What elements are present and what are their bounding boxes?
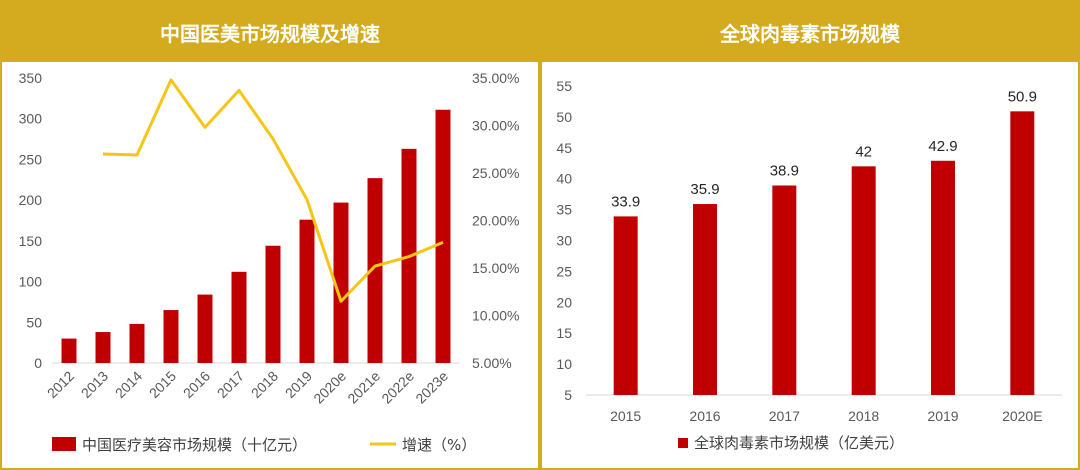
right-data-label-2019: 42.9 <box>928 138 957 155</box>
right-y-tick-5: 30 <box>556 233 572 249</box>
left-legend-bar-swatch <box>52 437 76 451</box>
right-x-tick-2019: 2019 <box>927 408 958 424</box>
left-bar-2018 <box>265 245 281 363</box>
right-x-tick-2016: 2016 <box>689 408 720 424</box>
left-x-tick-2015: 2015 <box>146 368 179 401</box>
right-x-tick-2015: 2015 <box>610 408 641 424</box>
left-y-tick-4: 200 <box>19 192 43 208</box>
right-y-tick-8: 45 <box>556 140 572 156</box>
left-y2-tick-0: 5.00% <box>472 355 512 371</box>
left-x-tick-2021e: 2021e <box>344 368 383 407</box>
right-data-label-2015: 33.9 <box>611 193 640 210</box>
right-bar-2019 <box>931 160 955 395</box>
right-y-tick-1: 10 <box>556 356 572 372</box>
left-x-tick-2022e: 2022e <box>378 368 417 407</box>
left-bar-2023e <box>435 109 451 363</box>
right-x-tick-2020E: 2020E <box>1002 408 1042 424</box>
right-y-tick-4: 25 <box>556 263 572 279</box>
right-bar-2018 <box>851 166 876 395</box>
right-chart-svg: 5 10 15 20 25 30 35 40 45 50 55 33.9 35.9 38.9 42 42.9 5… <box>556 78 1062 452</box>
left-bar-2015 <box>163 310 179 363</box>
left-y-tick-1: 50 <box>26 314 42 330</box>
left-y-tick-0: 0 <box>34 355 42 371</box>
left-bar-2021e <box>367 178 383 363</box>
left-y2-tick-1: 10.00% <box>472 308 519 324</box>
left-bar-2020e <box>333 202 349 363</box>
left-y-tick-5: 250 <box>19 151 43 167</box>
right-bar-2017 <box>772 185 797 395</box>
left-y2-tick-5: 30.00% <box>472 118 519 134</box>
left-x-tick-2016: 2016 <box>180 368 213 401</box>
left-growth-line <box>102 78 444 303</box>
left-y-tick-6: 300 <box>19 111 43 127</box>
left-bar-2019 <box>299 219 315 363</box>
left-x-tick-2013: 2013 <box>78 368 111 401</box>
right-y-tick-3: 20 <box>556 294 572 310</box>
right-y-tick-9: 50 <box>556 109 572 125</box>
left-legend-line-label: 增速（%） <box>402 436 476 454</box>
right-legend-label: 全球肉毒素市场规模（亿美元） <box>694 434 904 452</box>
left-bar-2016 <box>197 294 213 363</box>
right-data-label-2016: 35.9 <box>690 181 719 198</box>
left-chart-panel: 中国医美市场规模及增速 0 50 100 150 200 250 300 350 5.00% 10… <box>0 0 540 470</box>
left-y2-tick-3: 20.00% <box>472 213 519 229</box>
left-x-tick-2023e: 2023e <box>412 368 451 407</box>
left-x-tick-2012: 2012 <box>44 368 77 401</box>
right-bar-2015 <box>613 216 638 395</box>
right-y-tick-0: 5 <box>564 387 572 403</box>
right-y-tick-10: 55 <box>556 78 572 94</box>
right-y-tick-2: 15 <box>556 325 572 341</box>
left-y-tick-7: 350 <box>19 70 43 86</box>
right-y-tick-7: 40 <box>556 171 572 187</box>
right-bar-2016 <box>693 204 717 395</box>
left-y-tick-2: 100 <box>19 274 43 290</box>
right-x-tick-2018: 2018 <box>848 408 879 424</box>
right-data-label-2020E: 50.9 <box>1008 88 1037 105</box>
left-x-tick-2014: 2014 <box>112 368 145 401</box>
right-x-tick-2017: 2017 <box>769 408 800 424</box>
right-legend-swatch <box>678 438 688 448</box>
left-x-tick-2018: 2018 <box>248 368 281 401</box>
left-chart-title: 中国医美市场规模及增速 <box>2 2 538 62</box>
left-y-tick-3: 150 <box>19 233 43 249</box>
left-bar-2012 <box>61 338 77 363</box>
right-bar-2020E <box>1010 111 1035 395</box>
left-x-tick-2020e: 2020e <box>310 368 349 407</box>
left-y2-tick-4: 25.00% <box>472 165 519 181</box>
left-bar-2014 <box>129 323 145 363</box>
left-bar-2017 <box>231 271 247 363</box>
right-chart-panel: 全球肉毒素市场规模 5 10 15 20 25 30 35 40 45 50 55 33.9 35.9 3… <box>540 0 1080 470</box>
left-chart-svg: 0 50 100 150 200 250 300 350 5.00% 10.00% 15.00% 20… <box>19 70 520 454</box>
left-x-tick-2017: 2017 <box>214 368 247 401</box>
right-y-tick-6: 35 <box>556 202 572 218</box>
right-data-label-2018: 42 <box>855 143 872 160</box>
left-legend-bar-label: 中国医疗美容市场规模（十亿元） <box>82 436 307 454</box>
right-chart-title: 全球肉毒素市场规模 <box>542 2 1078 62</box>
right-data-label-2017: 38.9 <box>770 162 799 179</box>
left-y2-tick-2: 15.00% <box>472 260 519 276</box>
left-bar-2013 <box>95 332 111 363</box>
left-y2-tick-6: 35.00% <box>472 70 519 86</box>
